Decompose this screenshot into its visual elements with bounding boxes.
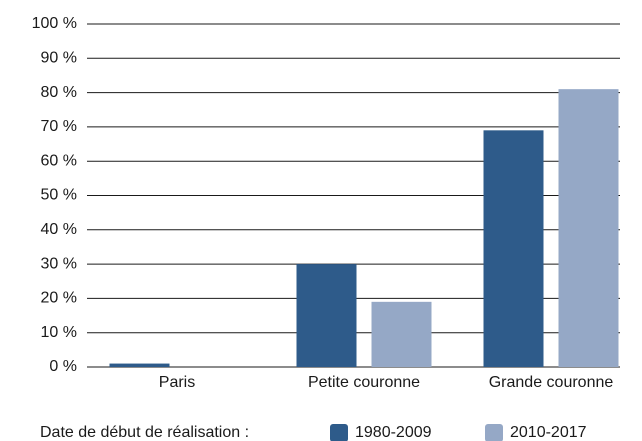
y-tick-label: 90 % (41, 50, 77, 67)
legend-title: Date de début de réalisation : (40, 424, 249, 441)
y-tick-label: 60 % (41, 152, 77, 169)
y-tick-label: 20 % (41, 290, 77, 307)
bar (483, 130, 544, 367)
y-tick-label: 80 % (41, 84, 77, 101)
legend-label: 1980-2009 (355, 424, 432, 441)
legend-swatch (330, 424, 348, 441)
bar (109, 363, 170, 367)
y-tick-label: 10 % (41, 324, 77, 341)
legend-swatch (485, 424, 503, 441)
bar (558, 89, 619, 368)
y-tick-label: 70 % (41, 118, 77, 135)
x-tick-label: Paris (159, 374, 195, 391)
y-tick-label: 40 % (41, 221, 77, 238)
bar (371, 301, 432, 367)
x-tick-label: Petite couronne (308, 374, 420, 391)
y-tick-label: 50 % (41, 187, 77, 204)
bar (296, 264, 357, 367)
x-tick-label: Grande couronne (489, 374, 614, 391)
y-tick-label: 0 % (49, 358, 77, 375)
y-tick-label: 100 % (32, 15, 77, 32)
legend-label: 2010-2017 (510, 424, 587, 441)
y-tick-label: 30 % (41, 255, 77, 272)
